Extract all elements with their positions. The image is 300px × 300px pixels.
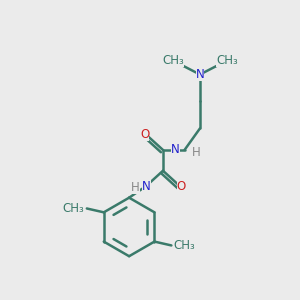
Text: O: O [140,128,149,141]
Text: CH₃: CH₃ [174,239,195,252]
Text: N: N [196,68,204,81]
Text: N: N [142,180,151,193]
Text: CH₃: CH₃ [162,54,184,67]
Text: O: O [177,180,186,193]
Text: CH₃: CH₃ [216,54,238,67]
Text: CH₃: CH₃ [63,202,85,215]
Text: H: H [131,181,140,194]
Text: H: H [191,146,200,159]
Text: N: N [171,143,180,157]
